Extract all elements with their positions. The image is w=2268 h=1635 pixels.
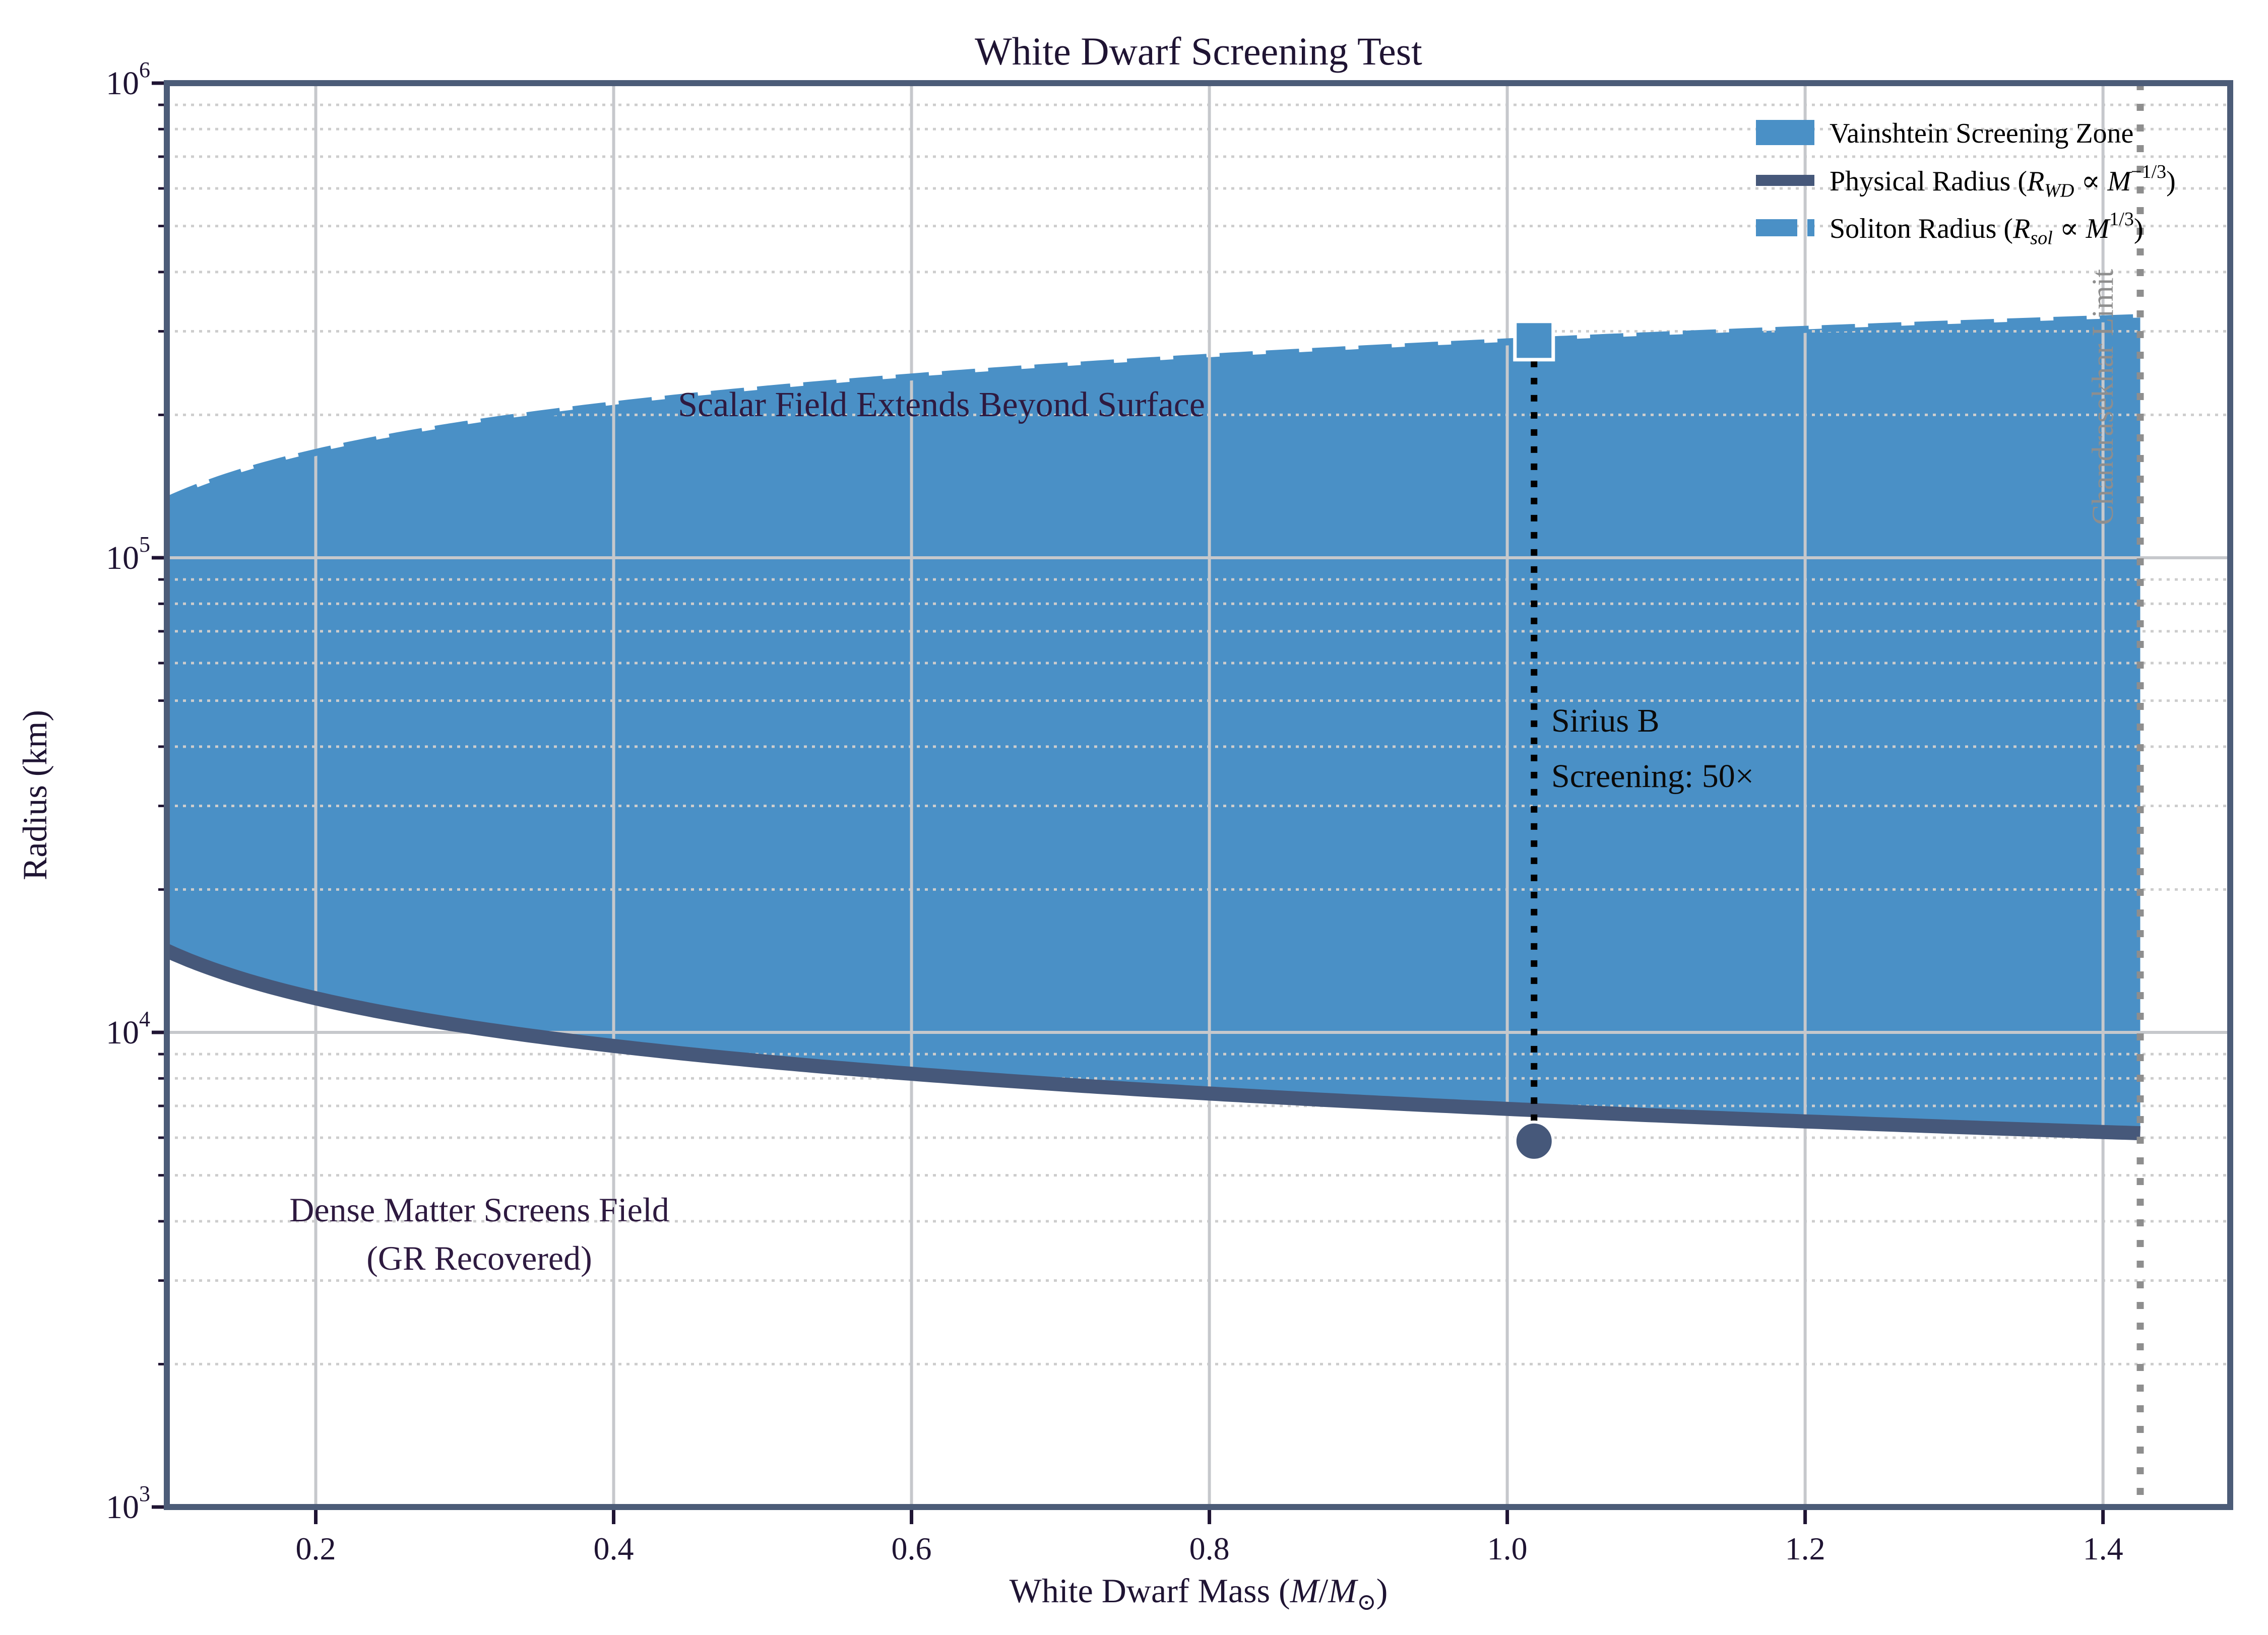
physical-radius-line [164, 944, 2140, 1141]
legend-swatch-soliton-dot [1807, 219, 1814, 236]
physical-radius-curve [164, 944, 2140, 1141]
annotation-dense-matter-line1: Dense Matter Screens Field [289, 1191, 669, 1229]
legend-swatch-soliton-dash [1756, 219, 1797, 236]
chart-title: White Dwarf Screening Test [975, 29, 1422, 73]
x-tick-label: 1.4 [2083, 1531, 2123, 1566]
vainshtein-screening-zone-fill [167, 317, 2140, 1134]
x-tick-label: 1.2 [1785, 1531, 1825, 1566]
axes-spines [164, 80, 2233, 1510]
x-tick-label: 0.6 [892, 1531, 932, 1566]
y-tick-label: 103 [106, 1481, 150, 1526]
soliton-radius-curve [165, 314, 2140, 503]
legend-swatch-physical-radius [1756, 175, 1814, 186]
x-tick-label: 1.0 [1487, 1531, 1528, 1566]
x-tick-label: 0.8 [1189, 1531, 1230, 1566]
screening-zone-area [167, 317, 2140, 1134]
legend-label: Physical Radius (RWD ∝ M−1/3) [1830, 161, 2176, 202]
soliton-radius-dashed-line [165, 314, 2140, 503]
axes-frame [164, 80, 2233, 1510]
annotation-sirius-b-screening: Screening: 50× [1551, 758, 1754, 795]
sirius-b-markers [1513, 319, 1555, 1162]
y-tick-label: 104 [106, 1007, 150, 1051]
x-tick-label: 0.4 [594, 1531, 634, 1566]
legend-label: Vainshtein Screening Zone [1830, 118, 2133, 149]
axis-ticks-and-labels: 0.2 0.4 0.6 0.8 1.0 1.2 1.4 103 104 105 106 [106, 57, 2123, 1566]
annotation-dense-matter-line2: (GR Recovered) [366, 1239, 592, 1277]
x-tick-label: 0.2 [296, 1531, 336, 1566]
sirius-b-physical-marker [1513, 1120, 1555, 1162]
legend: Vainshtein Screening Zone Physical Radius… [1756, 118, 2176, 248]
y-tick-label: 105 [106, 532, 150, 576]
sirius-b-soliton-marker [1513, 319, 1555, 362]
annotation-sirius-b-name: Sirius B [1551, 702, 1660, 739]
annotation-scalar-field: Scalar Field Extends Beyond Surface [678, 385, 1205, 424]
legend-swatch-screening-zone [1756, 120, 1814, 145]
annotation-chandrasekhar-limit: Chandrasekhar Limit [2086, 269, 2119, 526]
y-axis-label: Radius (km) [16, 710, 54, 880]
x-axis-label: White Dwarf Mass (M/M⊙) [1010, 1572, 1388, 1615]
y-tick-label: 106 [106, 57, 150, 102]
legend-label: Soliton Radius (Rsol ∝ M1/3) [1830, 209, 2144, 249]
